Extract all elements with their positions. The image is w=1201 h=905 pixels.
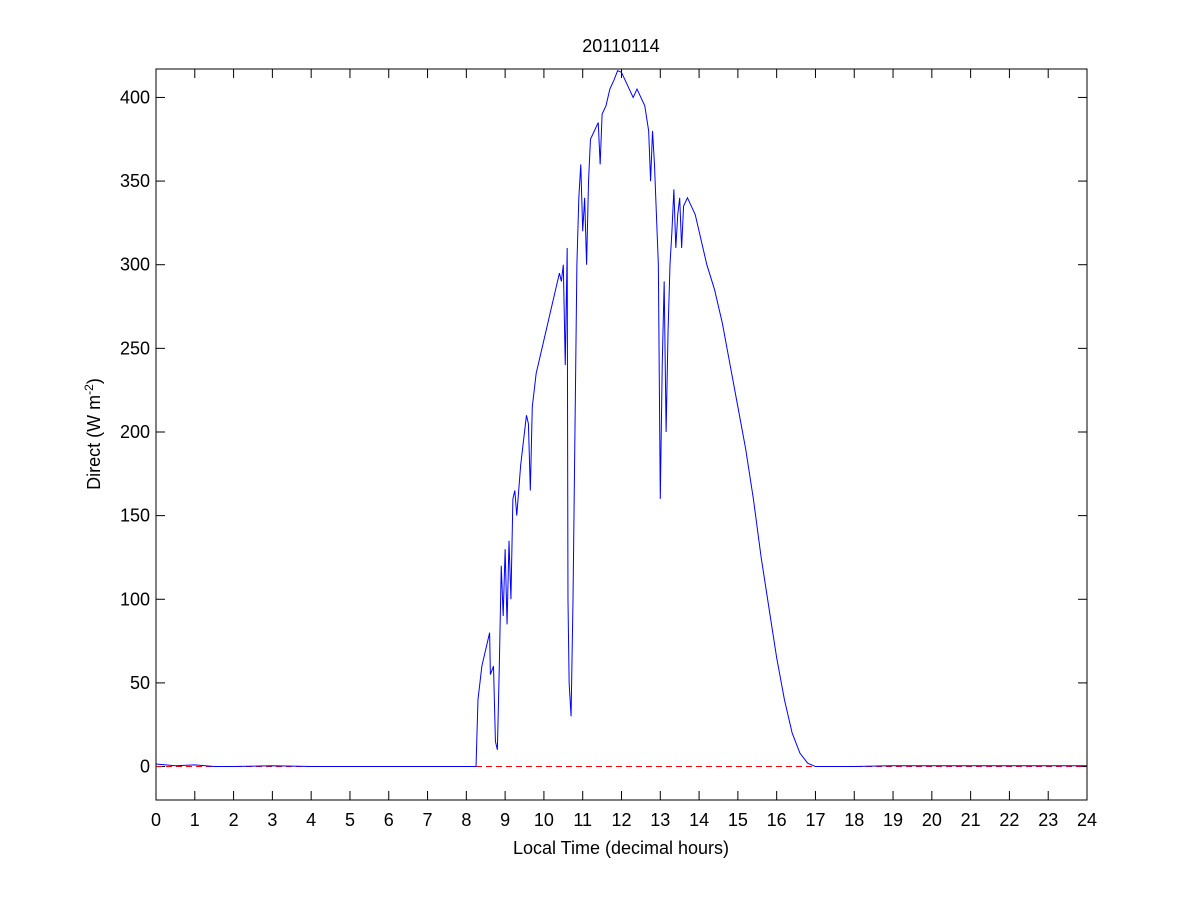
x-tick-label: 19	[883, 810, 903, 830]
x-tick-label: 17	[805, 810, 825, 830]
y-label-sup: -2	[82, 384, 96, 395]
y-tick-label: 50	[130, 673, 150, 693]
x-tick-label: 13	[650, 810, 670, 830]
x-tick-label: 12	[611, 810, 631, 830]
x-tick-label: 15	[728, 810, 748, 830]
y-tick-label: 0	[140, 757, 150, 777]
y-tick-label: 100	[120, 589, 150, 609]
x-tick-label: 1	[190, 810, 200, 830]
x-tick-label: 10	[534, 810, 554, 830]
x-tick-label: 5	[345, 810, 355, 830]
y-tick-label: 150	[120, 506, 150, 526]
x-tick-label: 9	[500, 810, 510, 830]
x-tick-label: 6	[384, 810, 394, 830]
y-tick-label: 200	[120, 422, 150, 442]
x-tick-label: 7	[423, 810, 433, 830]
y-label-end: )	[84, 378, 104, 384]
x-tick-label: 22	[999, 810, 1019, 830]
x-tick-label: 3	[267, 810, 277, 830]
chart-title: 20110114	[582, 36, 659, 56]
y-tick-label: 300	[120, 255, 150, 275]
x-tick-label: 14	[689, 810, 709, 830]
y-label-text: Direct (W m	[84, 395, 104, 490]
x-tick-label: 23	[1038, 810, 1058, 830]
y-tick-label: 250	[120, 338, 150, 358]
x-tick-label: 4	[306, 810, 316, 830]
x-tick-label: 0	[151, 810, 161, 830]
x-tick-label: 16	[767, 810, 787, 830]
x-tick-label: 11	[573, 810, 592, 830]
y-axis-label: Direct (W m-2)	[82, 378, 104, 490]
x-tick-label: 21	[961, 810, 981, 830]
x-axis-label: Local Time (decimal hours)	[513, 838, 729, 858]
x-tick-label: 2	[229, 810, 239, 830]
y-tick-label: 350	[120, 171, 150, 191]
axes-box	[155, 68, 1088, 801]
x-tick-label: 24	[1077, 810, 1097, 830]
data-line	[156, 70, 1087, 768]
x-tick-label: 8	[461, 810, 471, 830]
x-tick-label: 20	[922, 810, 942, 830]
x-tick-label: 18	[844, 810, 864, 830]
y-tick-label: 400	[120, 87, 150, 107]
